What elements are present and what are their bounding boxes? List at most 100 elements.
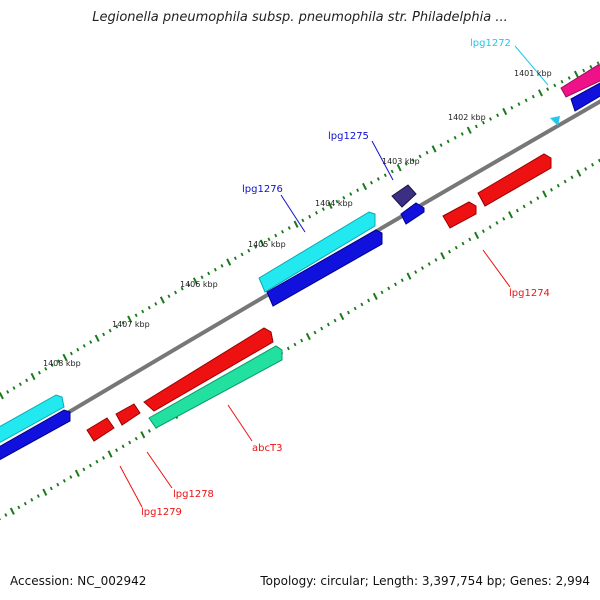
gene-feature-blue-right[interactable] (570, 82, 600, 112)
gene-feature-red-lpg1278[interactable] (115, 403, 141, 426)
outer-row-major-tick (293, 220, 299, 228)
gene-feature-red-lpg1274-b[interactable] (477, 153, 552, 207)
inner-row-minor-tick (515, 208, 519, 213)
gene-feature-blue-left[interactable] (0, 409, 71, 465)
gene-feature-blue-lpg1276[interactable] (266, 229, 383, 307)
leader-lpg1272 (514, 45, 549, 86)
kbp-label-1403: 1403 kbp (382, 157, 420, 166)
inner-row-minor-tick (591, 162, 595, 167)
outer-row-minor-tick (233, 256, 237, 261)
inner-row-minor-tick (56, 482, 60, 487)
outer-row-major-tick (502, 107, 508, 116)
inner-row-minor-tick (400, 278, 404, 283)
gene-label-lpg1275[interactable]: lpg1275 (328, 131, 369, 142)
outer-row-major-tick (226, 258, 232, 266)
inner-row-minor-tick (447, 249, 451, 254)
kbp-label-1404: 1404 kbp (315, 199, 353, 208)
inner-row-major-tick (508, 211, 514, 219)
kbp-label-1402: 1402 kbp (448, 113, 486, 122)
leader-lpg1274 (482, 249, 511, 288)
outer-row-minor-tick (481, 120, 485, 125)
outer-row-minor-tick (510, 105, 514, 110)
outer-row-minor-tick (524, 98, 528, 103)
kbp-label-1407: 1407 kbp (112, 320, 150, 329)
inner-row-minor-tick (522, 204, 526, 209)
outer-row-minor-tick (411, 158, 415, 162)
leader-lpg1275 (371, 140, 394, 181)
inner-row-major-tick (339, 312, 345, 321)
gene-feature-red-abcT3[interactable] (143, 327, 274, 412)
inner-row-major-tick (107, 450, 113, 458)
inner-row-minor-tick (387, 286, 391, 291)
outer-row-major-tick (0, 392, 4, 400)
outer-row-minor-tick (280, 229, 285, 234)
inner-row-minor-tick (82, 467, 86, 472)
gene-feature-green-abcT3[interactable] (148, 345, 283, 429)
inner-row-minor-tick (380, 290, 384, 295)
gene-feature-red-lpg1274-a[interactable] (442, 201, 477, 229)
inner-row-minor-tick (17, 505, 21, 510)
outer-row-minor-tick (356, 188, 360, 193)
outer-row-major-tick (62, 353, 68, 362)
outer-row-minor-tick (335, 199, 339, 204)
inner-row-minor-tick (4, 513, 8, 517)
outer-row-minor-tick (154, 302, 158, 306)
outer-row-major-tick (192, 277, 198, 285)
outer-row-minor-tick (390, 169, 394, 174)
outer-row-major-tick (466, 126, 472, 134)
gene-label-lpg1274[interactable]: lpg1274 (509, 288, 550, 299)
inner-row-minor-tick (556, 183, 560, 188)
inner-row-minor-tick (30, 498, 34, 502)
gene-feature-cyan-left[interactable] (0, 394, 65, 448)
gene-feature-red-lpg1279[interactable] (86, 417, 115, 442)
gene-feature-cyan-lpg1276[interactable] (258, 211, 376, 293)
outer-row-minor-tick (342, 195, 346, 200)
gene-label-lpg1278[interactable]: lpg1278 (173, 489, 214, 500)
inner-row-minor-tick (49, 486, 53, 491)
inner-row-minor-tick (434, 258, 438, 262)
outer-row-minor-tick (425, 150, 429, 155)
leader-lpg1278 (146, 451, 173, 489)
inner-row-minor-tick (529, 200, 533, 205)
outer-row-major-tick (396, 164, 402, 172)
gene-label-lpg1279[interactable]: lpg1279 (141, 507, 182, 518)
inner-row-minor-tick (313, 330, 317, 335)
kbp-label-1408: 1408 kbp (43, 359, 81, 368)
outer-row-minor-tick (489, 117, 493, 121)
outer-row-minor-tick (439, 143, 443, 147)
outer-row-minor-tick (220, 264, 224, 268)
gene-feature-navy-lpg1275[interactable] (391, 184, 417, 208)
outer-row-minor-tick (553, 83, 557, 88)
outer-row-minor-tick (50, 363, 54, 367)
inner-row-minor-tick (454, 245, 458, 250)
outer-row-minor-tick (102, 332, 106, 337)
outer-row-minor-tick (301, 218, 305, 223)
gene-feature-blue-small[interactable] (400, 202, 425, 225)
outer-row-minor-tick (141, 309, 145, 314)
outer-row-minor-tick (187, 283, 191, 287)
gene-label-lpg1276[interactable]: lpg1276 (242, 184, 283, 195)
inner-row-minor-tick (393, 282, 397, 287)
gene-feature-magenta-lpg1272[interactable] (560, 64, 600, 98)
gene-feature-cyan-tiny[interactable] (550, 116, 560, 126)
gene-label-abcT3[interactable]: abcT3 (252, 443, 282, 454)
outer-row-major-tick (159, 296, 165, 304)
inner-row-minor-tick (367, 298, 371, 303)
inner-row-minor-tick (293, 342, 297, 347)
outer-row-minor-tick (89, 340, 93, 344)
outer-row-minor-tick (213, 267, 217, 272)
outer-row-minor-tick (147, 305, 151, 310)
outer-row-major-tick (259, 239, 265, 247)
inner-row-minor-tick (320, 326, 324, 331)
inner-row-major-tick (140, 431, 146, 439)
kbp-label-1405: 1405 kbp (248, 240, 286, 249)
outer-row-minor-tick (115, 324, 119, 329)
organism-title: Legionella pneumophila subsp. pneumophil… (92, 10, 508, 25)
outer-row-minor-tick (12, 386, 16, 390)
outer-row-minor-tick (25, 378, 29, 383)
gene-label-lpg1272[interactable]: lpg1272 (470, 38, 511, 49)
inner-row-minor-tick (346, 310, 350, 315)
outer-row-major-tick (573, 70, 579, 78)
outer-row-minor-tick (253, 245, 258, 249)
